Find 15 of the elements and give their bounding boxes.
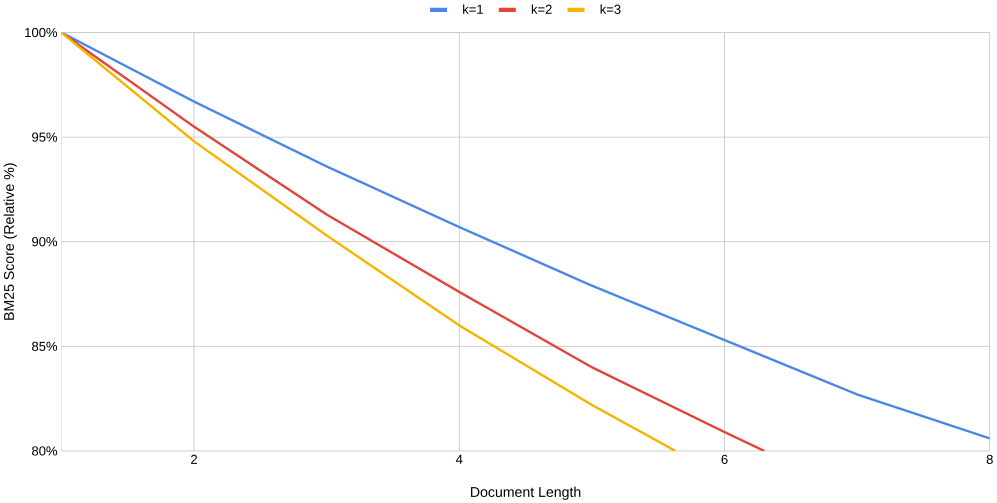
x-tick-label: 8 [986,454,993,464]
y-tick-label: 90% [32,236,58,246]
y-tick-label: 80% [32,446,58,456]
x-axis-title: Document Length [471,486,580,500]
x-tick-label: 2 [191,454,197,464]
x-tick-label: 6 [722,454,728,464]
y-axis-title: BM25 Score (Relative %) [4,163,17,320]
legend-label: k=1 [463,4,483,14]
y-tick-label: 85% [32,342,58,351]
legend-label: k=2 [532,4,552,14]
y-tick-label: 95% [32,132,58,142]
legend-label: k=3 [600,4,621,14]
x-tick-label: 4 [456,454,462,464]
line-series [61,32,990,440]
y-tick-label: 100% [25,28,58,37]
